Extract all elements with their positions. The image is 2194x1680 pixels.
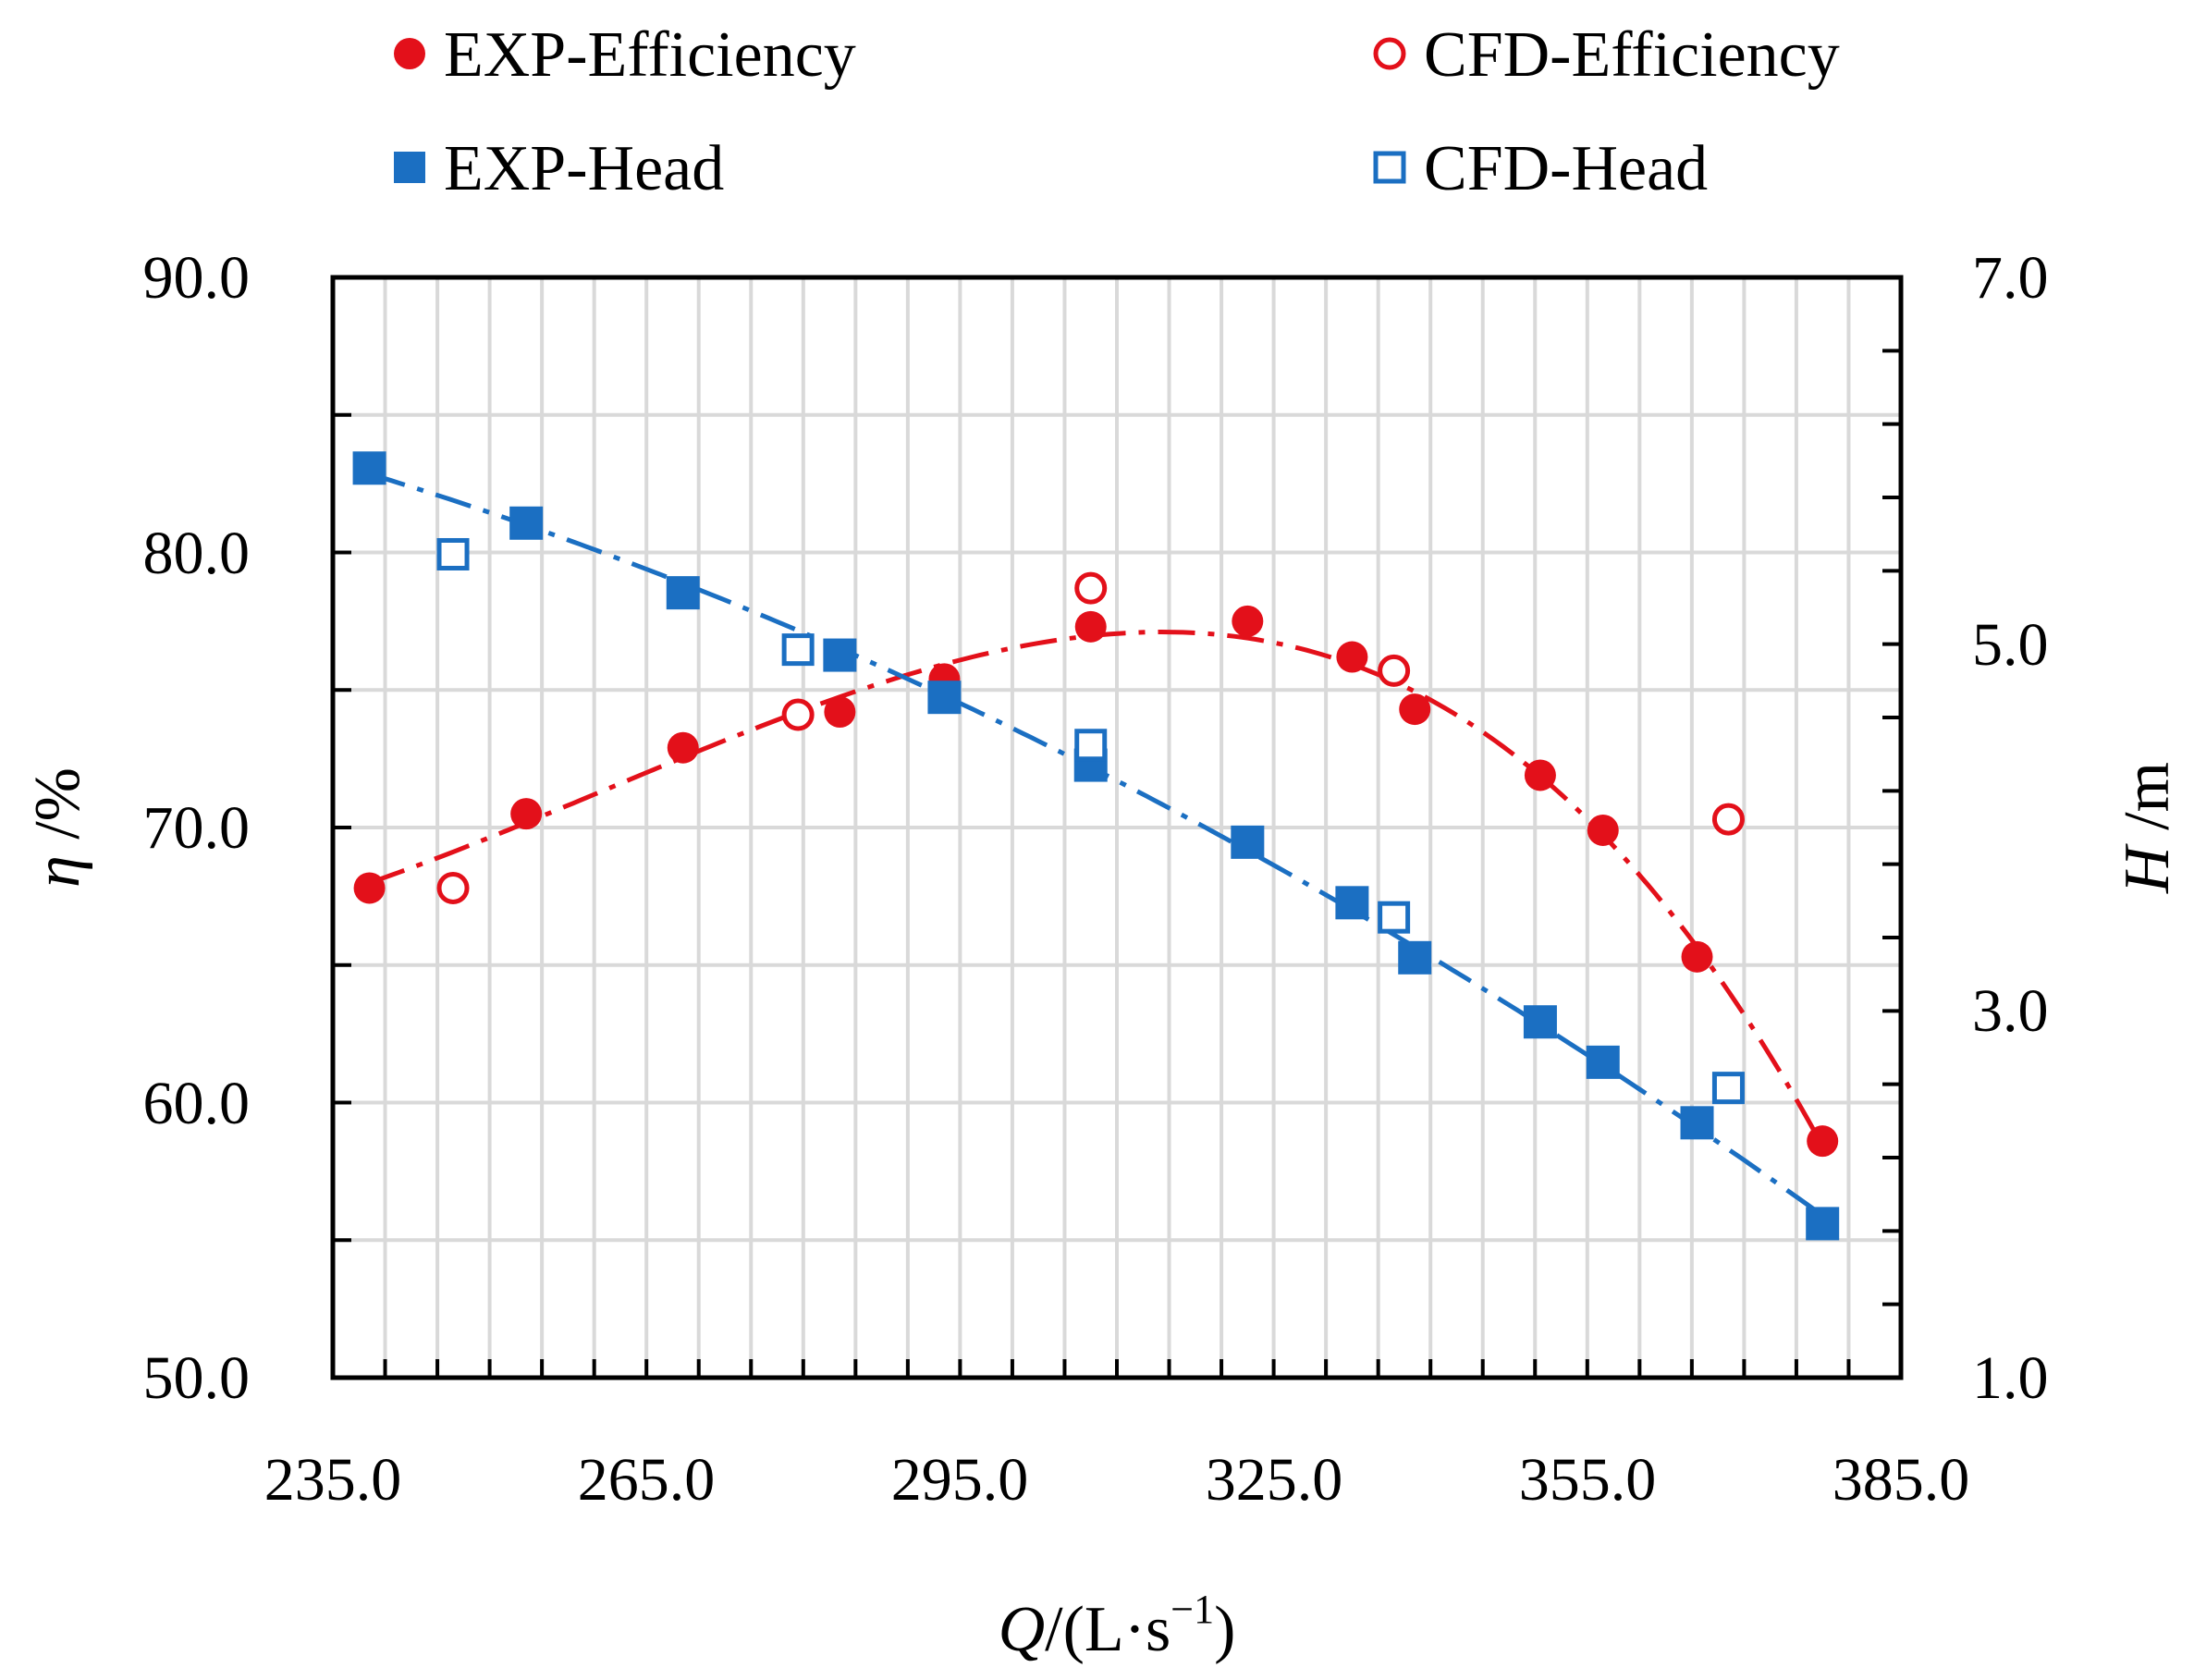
legend: EXP-Efficiency CFD-Efficiency EXP-Head C… [394, 19, 1840, 204]
legend-exp-efficiency-marker [394, 38, 425, 69]
exp-head-point [1398, 940, 1432, 975]
exp-efficiency-point [1232, 605, 1264, 637]
legend-cfd-efficiency-marker [1373, 37, 1406, 70]
x-tick-label: 295.0 [891, 1446, 1029, 1514]
legend-cfd-head-marker [1373, 151, 1406, 184]
y-right-tick-label: 5.0 [1972, 611, 2049, 679]
y-left-tick-label: 80.0 [143, 520, 251, 587]
y-right-axis-title: H /m [2112, 762, 2183, 894]
axis-ticks [333, 349, 1901, 1378]
grid-lines [333, 277, 1901, 1378]
x-axis-title: Q/(L·s−1) [999, 1587, 1236, 1665]
y-left-tick-label: 60.0 [143, 1070, 251, 1137]
exp-head-point [352, 451, 386, 485]
exp-head-point [1231, 825, 1265, 859]
exp-efficiency-point [353, 872, 386, 904]
legend-exp-head-marker [394, 152, 425, 183]
exp-head-point [927, 681, 962, 715]
exp-efficiency-point [667, 731, 699, 764]
cfd-head-point [1711, 1072, 1745, 1105]
exp-head-point [666, 576, 700, 610]
cfd-head-point [781, 633, 815, 667]
exp-head-point [1523, 1005, 1557, 1039]
exp-efficiency-point [1681, 940, 1713, 973]
exp-efficiency-point [1807, 1125, 1839, 1158]
x-tick-label: 325.0 [1206, 1446, 1343, 1514]
y-right-tick-label: 7.0 [1972, 244, 2049, 312]
cfd-efficiency-point [1074, 571, 1108, 605]
exp-efficiency-point [1587, 814, 1619, 846]
exp-efficiency-point [1336, 641, 1368, 673]
y-right-tick-label: 1.0 [1972, 1344, 2049, 1412]
legend-cfd-efficiency-label: CFD-Efficiency [1424, 19, 1840, 91]
y-right-tick-label: 3.0 [1972, 977, 2049, 1045]
exp-head-point [1806, 1207, 1840, 1241]
exp-head-point [1586, 1045, 1620, 1079]
exp-head-point [1335, 886, 1369, 920]
exp-efficiency-point [510, 798, 543, 830]
cfd-efficiency-point [1378, 654, 1411, 687]
cfd-efficiency-point [1711, 803, 1745, 836]
exp-efficiency-point [1399, 693, 1431, 726]
x-tick-label: 265.0 [578, 1446, 716, 1514]
exp-head-point [823, 638, 857, 672]
cfd-head-point [1378, 901, 1411, 934]
cfd-efficiency-point [436, 871, 470, 904]
x-tick-label: 385.0 [1832, 1446, 1970, 1514]
legend-exp-head-label: EXP-Head [444, 133, 724, 204]
exp-efficiency-point [824, 696, 856, 729]
cfd-head-point [1074, 729, 1108, 762]
x-tick-label: 235.0 [264, 1446, 402, 1514]
cfd-head-point [436, 537, 470, 570]
cfd-efficiency-point [781, 698, 815, 731]
exp-head-point [1680, 1106, 1714, 1140]
legend-cfd-head-label: CFD-Head [1424, 133, 1708, 204]
exp-head-point [509, 506, 544, 540]
exp-efficiency-point [1524, 759, 1556, 791]
legend-exp-efficiency-label: EXP-Efficiency [444, 19, 856, 91]
data-markers [352, 451, 1840, 1241]
y-left-tick-label: 70.0 [143, 794, 251, 862]
y-left-axis-title: η /% [22, 767, 93, 888]
x-tick-label: 355.0 [1519, 1446, 1657, 1514]
y-left-tick-label: 90.0 [143, 244, 251, 312]
exp-efficiency-point [1074, 610, 1107, 643]
y-left-tick-label: 50.0 [143, 1344, 251, 1412]
